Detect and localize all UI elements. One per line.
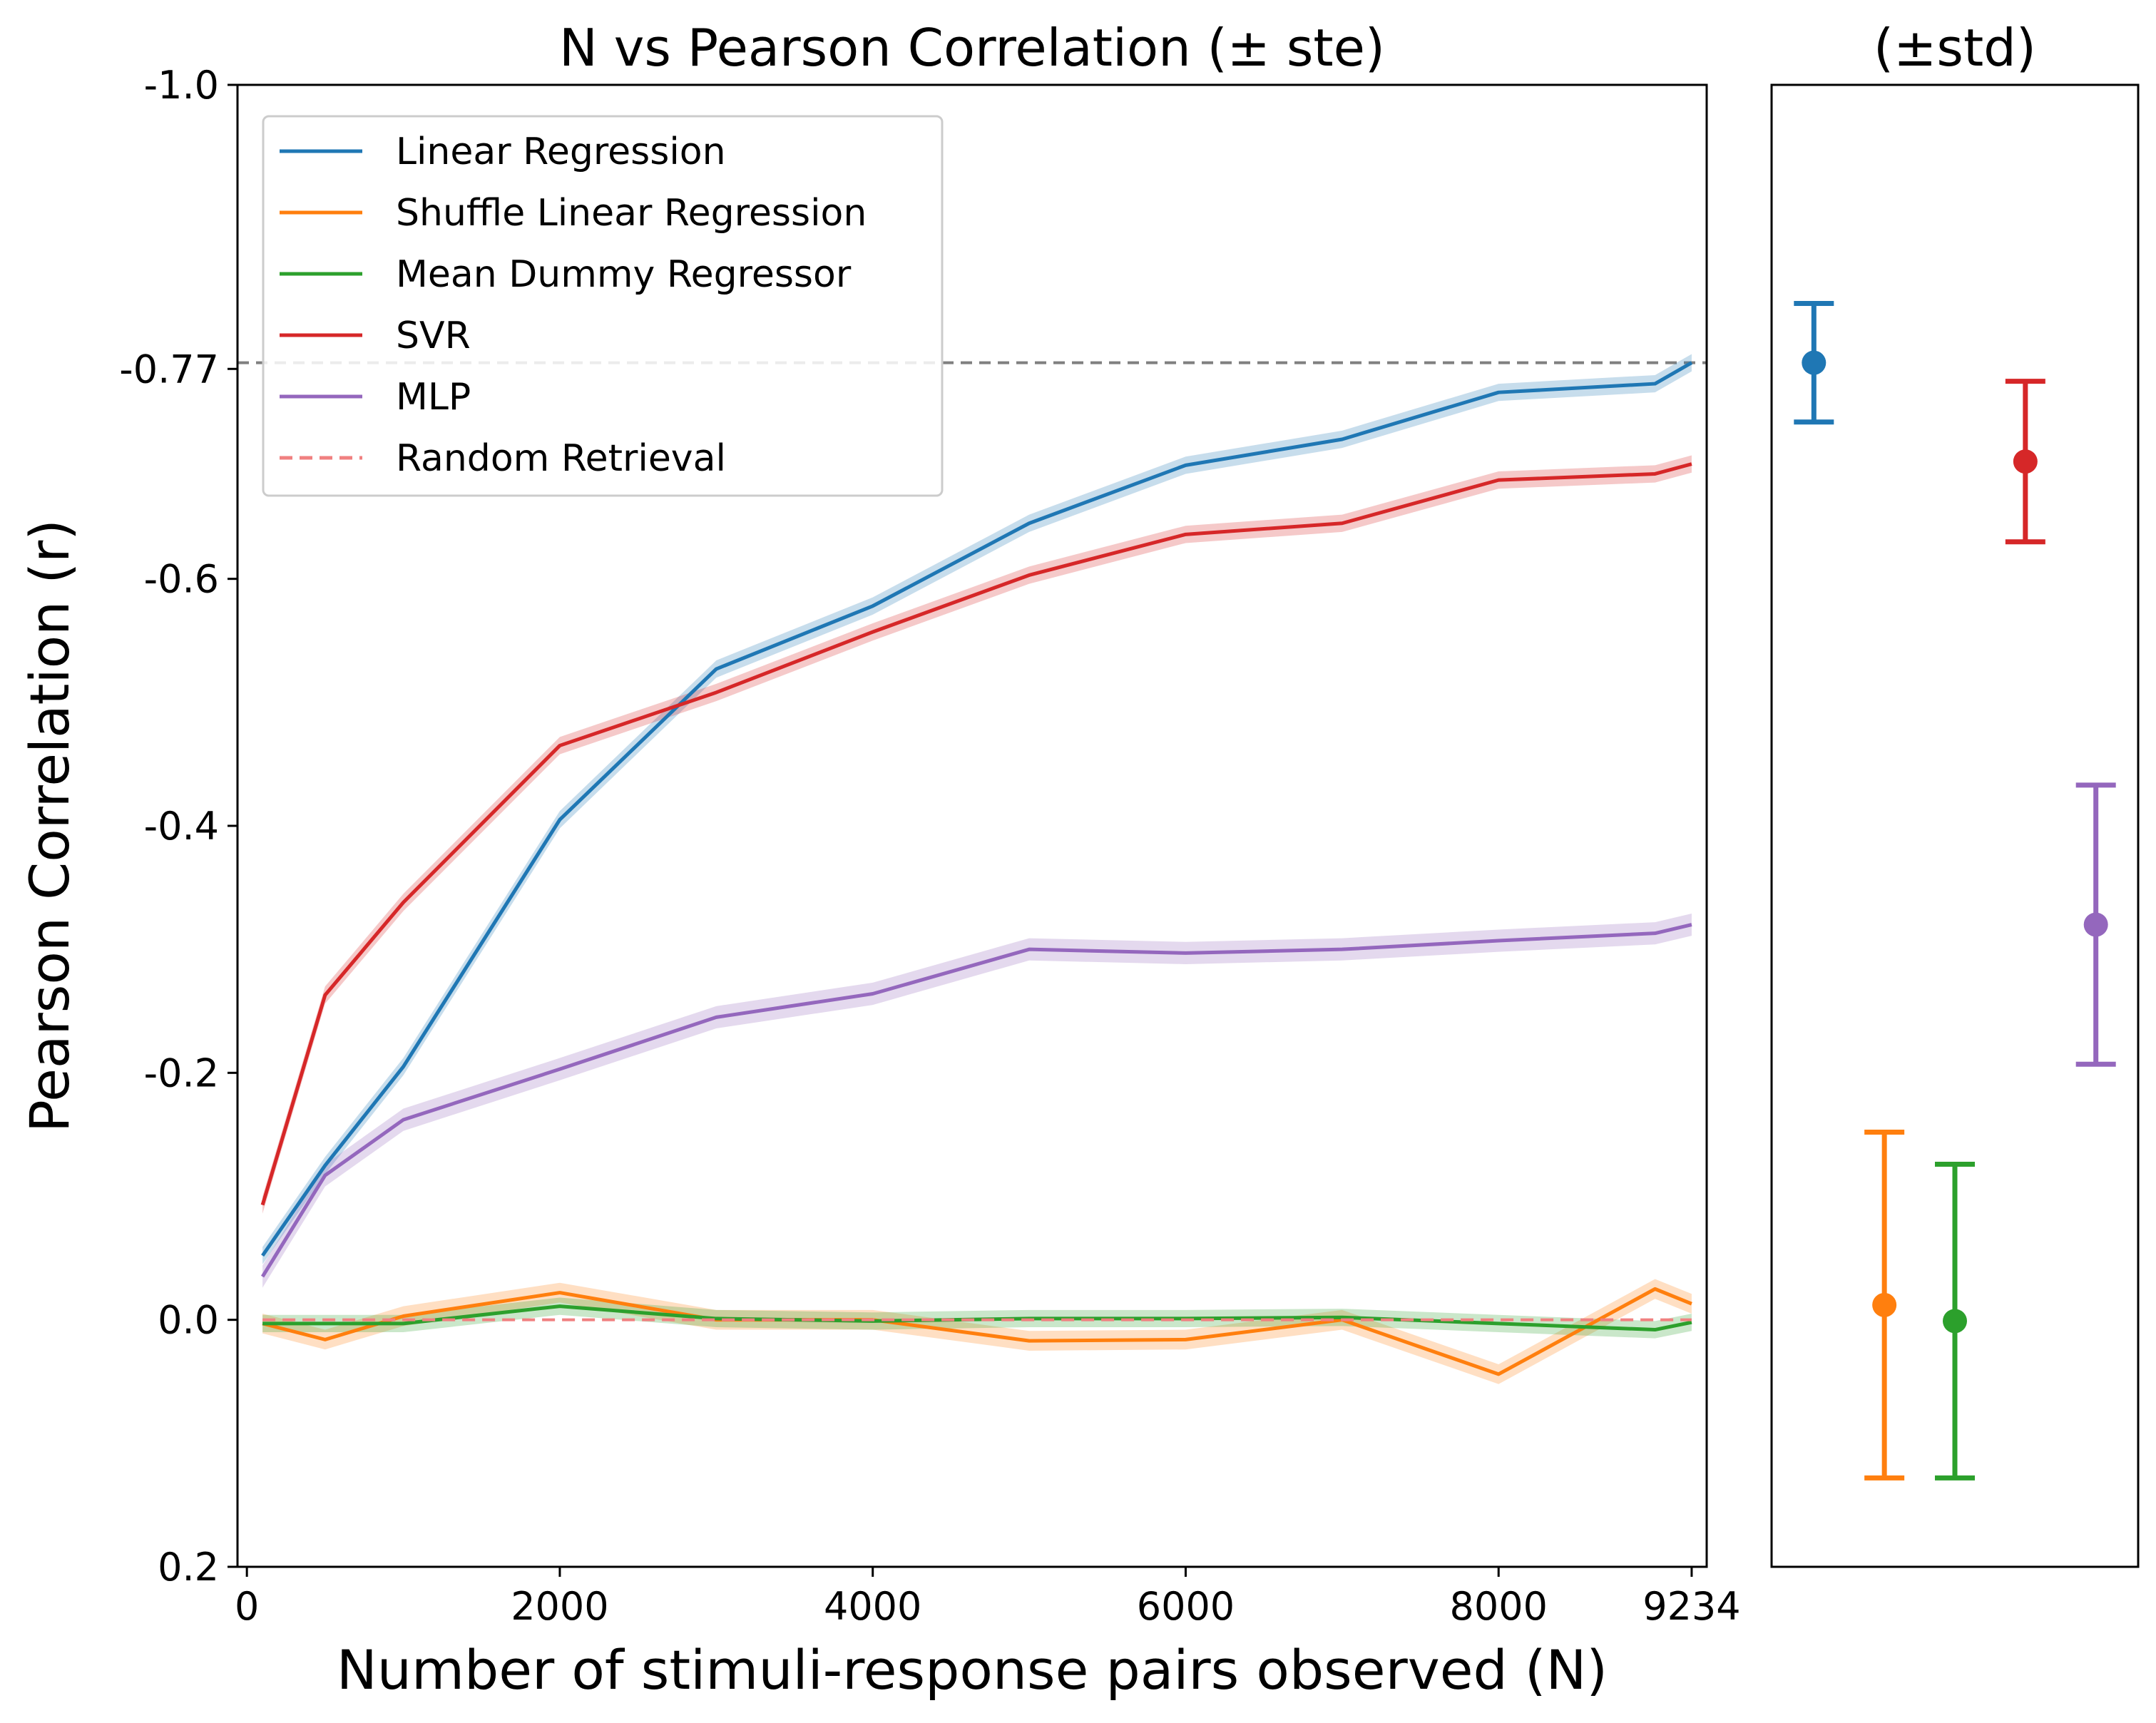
errorbar-layer — [1794, 301, 2116, 1481]
series-line-0 — [261, 361, 1693, 1257]
main-chart-title: N vs Pearson Correlation (± ste) — [559, 18, 1385, 78]
std-panel: (±std) — [1770, 18, 2140, 1568]
legend-label-5: Random Retrieval — [396, 437, 726, 480]
y-axis-ticks: -1.0 -0.77 -0.6 -0.4 -0.2 0.0 0.2 — [119, 63, 237, 1590]
legend-label-0: Linear Regression — [396, 131, 726, 173]
x-tick-label: 9234 — [1642, 1584, 1740, 1629]
errorbar-point — [1943, 1309, 1967, 1334]
ste-band-1 — [262, 1279, 1692, 1384]
y-tick-label: 0.0 — [158, 1298, 219, 1343]
std-panel-title: (±std) — [1874, 18, 2036, 78]
legend-entries: Linear Regression Shuffle Linear Regressi… — [280, 131, 867, 480]
series-line-3 — [260, 462, 1692, 1206]
y-tick-label: -0.2 — [144, 1050, 219, 1095]
legend-label-4: MLP — [396, 376, 471, 419]
errorbar-point — [1802, 350, 1827, 375]
errorbar-point — [2013, 449, 2038, 474]
legend-label-2: Mean Dummy Regressor — [396, 253, 852, 296]
std-panel-frame — [1770, 83, 2140, 1568]
y-axis-label: Pearson Correlation (r) — [18, 519, 81, 1133]
x-axis-ticks: 0 2000 4000 6000 8000 9234 — [235, 1567, 1741, 1629]
x-tick-label: 0 — [235, 1584, 259, 1629]
errorbar-2 — [1935, 1161, 1975, 1481]
y-tick-label: -0.4 — [144, 804, 219, 849]
legend-frame — [262, 115, 944, 497]
errorbar-0 — [1794, 301, 1834, 425]
series-lines — [260, 361, 1693, 1376]
y-tick-label: -1.0 — [144, 63, 219, 108]
legend: Linear Regression Shuffle Linear Regressi… — [262, 115, 944, 497]
errorbar-3 — [2005, 379, 2045, 545]
errorbar-point — [1872, 1292, 1897, 1317]
ste-bands — [262, 354, 1692, 1384]
ste-band-4 — [262, 913, 1692, 1288]
legend-label-3: SVR — [396, 315, 471, 357]
x-tick-label: 4000 — [824, 1584, 921, 1629]
errorbar-1 — [1864, 1129, 1905, 1481]
y-tick-label: 0.2 — [158, 1545, 219, 1590]
x-tick-label: 6000 — [1137, 1584, 1235, 1629]
y-tick-label: -0.77 — [119, 347, 219, 392]
main-chart: N vs Pearson Correlation (± ste) Number … — [18, 18, 1741, 1702]
x-axis-label: Number of stimuli-response pairs observe… — [337, 1638, 1608, 1702]
series-line-4 — [260, 923, 1692, 1278]
errorbar-point — [2083, 912, 2108, 937]
x-tick-label: 8000 — [1450, 1584, 1548, 1629]
y-tick-label: -0.6 — [144, 557, 219, 602]
legend-label-1: Shuffle Linear Regression — [396, 192, 867, 235]
errorbar-4 — [2075, 782, 2116, 1067]
x-tick-label: 2000 — [511, 1584, 608, 1629]
